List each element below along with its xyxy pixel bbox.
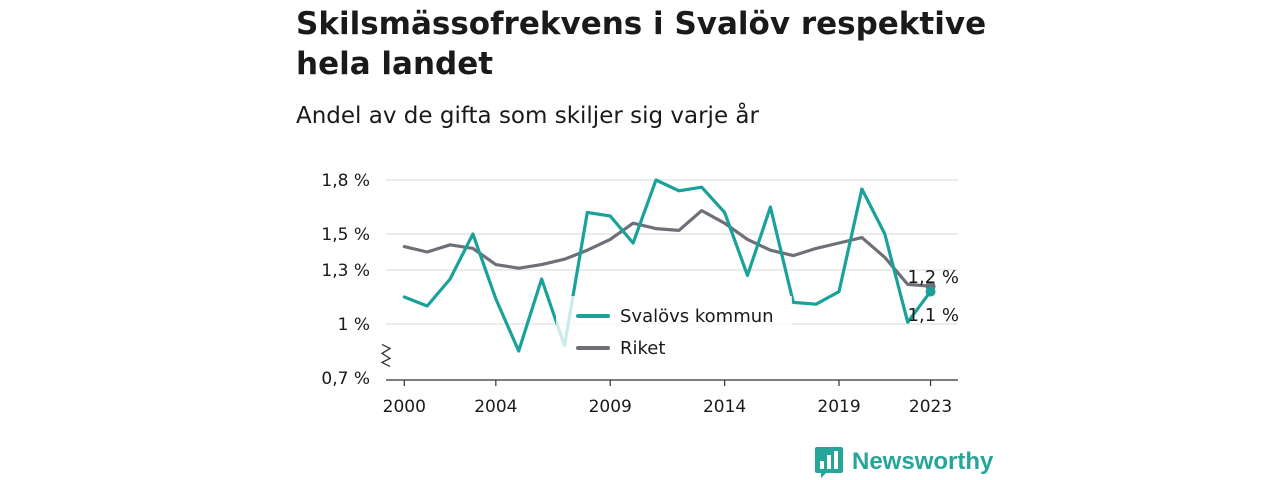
series-lines [402,178,936,353]
line-chart: 0,7 % 1 % 1,3 % 1,5 % 1,8 % 2000 2004 2009 2014 2… [321,171,959,417]
axes: 0,7 % 1 % 1,3 % 1,5 % 1,8 % 2000 2004 2009 2014 2… [321,171,958,417]
newsworthy-icon [815,447,843,478]
chart-title: Skilsmässofrekvens i Svalöv respektive h… [296,6,987,82]
end-label-riket: 1,2 % [908,267,959,288]
x-tick-label: 2014 [703,397,746,417]
legend-label: Svalövs kommun [620,306,774,327]
y-tick-label: 1 % [338,315,370,335]
brand-name: Newsworthy [852,448,994,475]
x-tick-label: 2004 [474,397,517,417]
series-line [402,178,933,353]
brand-logo: Newsworthy [814,444,993,480]
legend: Svalövs kommun Riket [556,296,792,366]
y-axis-break [380,343,392,367]
series-line [402,209,933,288]
x-tick-label: 2019 [817,397,860,417]
chart-subtitle: Andel av de gifta som skiljer sig varje … [296,103,759,129]
y-tick-label: 1,8 % [321,171,370,191]
legend-background [556,296,792,366]
end-labels: 1,2 % 1,1 % [908,267,959,326]
gridlines [386,179,958,325]
x-tick-label: 2000 [383,397,426,417]
y-tick-label: 0,7 % [321,369,370,389]
end-label-svalov: 1,1 % [908,305,959,326]
series-end-point [925,286,936,297]
y-tick-label: 1,5 % [321,225,370,245]
y-tick-label: 1,3 % [321,261,370,281]
legend-label: Riket [620,338,665,359]
x-tick-label: 2023 [909,397,952,417]
x-tick-label: 2009 [589,397,632,417]
